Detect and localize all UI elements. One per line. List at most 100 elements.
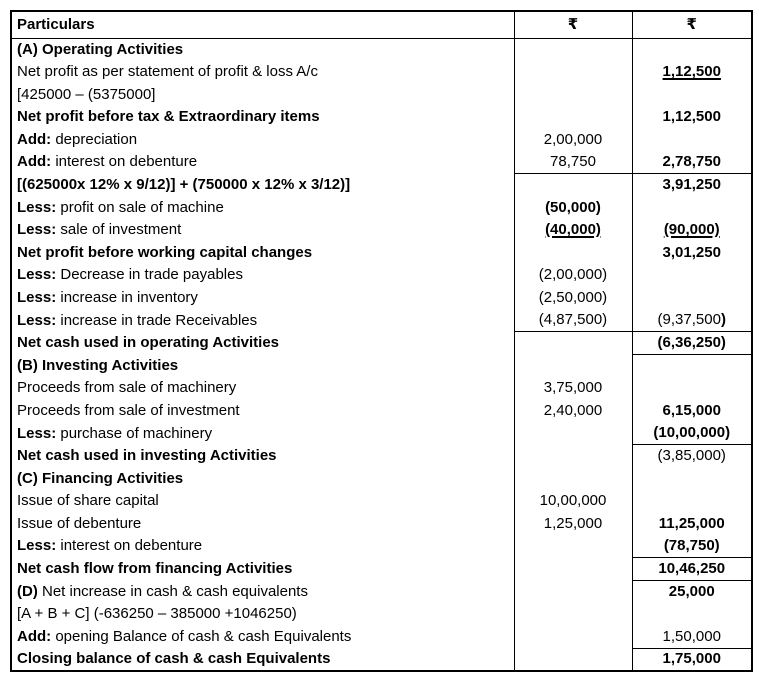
row-label-prefix: Less: [17,198,57,216]
table-row: Net cash used in investing Activities (3… [11,444,752,468]
amount2-cell: 11,25,000 [631,512,752,536]
table-row: Net profit before tax & Extraordinary it… [11,105,752,129]
particulars-cell: Less: profit on sale of machine [11,196,514,219]
particulars-cell: Net profit as per statement of profit & … [17,63,318,81]
table-row: Add: interest on debenture 78,750 2,78,7… [11,150,752,175]
row-label: Net increase in cash & cash equivalents [37,582,308,600]
amount1-cell [513,648,632,671]
particulars-cell: (B) Investing Activities [17,356,179,374]
rupee-symbol-col1: ₹ [513,11,632,39]
amount1-cell: 2,40,000 [513,399,632,423]
particulars-cell: Net cash used in operating Activities [17,334,280,352]
table-row: Proceeds from sale of machinery 3,75,000 [11,376,752,400]
table-row: [(625000x 12% x 9/12)] + (750000 x 12% x… [11,173,752,197]
row-label-prefix: Less: [17,266,57,284]
amount1-cell [513,354,632,377]
amount2-cell: 10,46,250 [631,557,752,581]
particulars-cell: Add: depreciation [11,128,514,151]
table-row: Add: depreciation 2,00,000 [11,128,752,151]
amount1-cell [513,557,632,581]
particulars-cell: Proceeds from sale of investment [17,401,240,419]
particulars-cell: Less: increase in trade Receivables [11,309,514,332]
amount2-cell: (6,36,250) [631,331,752,355]
amount-value-suffix: ) [720,311,726,329]
amount2-cell [631,354,752,377]
amount1-cell [513,331,632,355]
amount1-cell [513,444,632,468]
particulars-cell: Add: opening Balance of cash & cash Equi… [11,625,514,648]
amount2-cell: 1,12,500 [631,105,752,129]
amount2-cell [631,489,752,513]
amount2-cell: 1,75,000 [631,648,752,671]
amount2-cell [631,376,752,400]
particulars-cell: Net cash used in investing Activities [17,447,277,465]
table-row: Proceeds from sale of investment 2,40,00… [11,399,752,423]
amount2-cell [631,467,752,490]
row-label-prefix: Add: [17,153,52,171]
row-label-prefix: Less: [17,537,57,555]
amount2-cell [631,602,752,626]
particulars-cell: Net cash flow from financing Activities [17,560,293,578]
table-row: Net cash used in operating Activities (6… [11,331,752,355]
particulars-cell: Less: Decrease in trade payables [11,264,514,287]
row-label: depreciation [51,130,138,148]
table-row: Closing balance of cash & cash Equivalen… [11,648,752,671]
amount2-cell [631,263,752,287]
amount1-cell: 2,00,000 [513,128,632,151]
amount2-cell: (9,37,500) [631,309,752,333]
particulars-cell: (C) Financing Activities [17,469,184,487]
table-row: Net profit before working capital change… [11,241,752,264]
amount2-cell [631,196,752,219]
amount2-cell: (78,750) [631,535,752,559]
amount1-cell: 1,25,000 [513,512,632,536]
amount2-cell: 2,78,750 [631,150,752,175]
row-label: purchase of machinery [56,424,213,442]
row-label: Decrease in trade payables [56,266,243,284]
amount2-cell: 1,12,500 [631,60,752,84]
particulars-cell: Net profit before tax & Extraordinary it… [17,108,320,126]
amount1-cell: (40,000) [513,218,632,242]
table-row: Less: increase in trade Receivables (4,8… [11,309,752,333]
amount1-cell [513,105,632,129]
row-label-prefix: (D) [17,582,38,600]
cash-flow-statement: Particulars ₹ ₹ (A) Operating Activities… [10,10,753,672]
amount-value: (9,37,500 [657,311,721,329]
row-label-prefix: Less: [17,424,57,442]
table-row: Issue of debenture 1,25,000 11,25,000 [11,512,752,536]
particulars-cell: [A + B + C] (-636250 – 385000 +1046250) [17,605,297,623]
particulars-cell: Less: interest on debenture [11,535,514,558]
amount1-cell: 78,750 [513,150,632,175]
row-label: opening Balance of cash & cash Equivalen… [51,627,352,645]
amount1-cell: 3,75,000 [513,376,632,400]
table-row: Less: Decrease in trade payables (2,00,0… [11,263,752,287]
table-row: Add: opening Balance of cash & cash Equi… [11,625,752,649]
particulars-cell: Closing balance of cash & cash Equivalen… [17,649,331,667]
table-row: Net profit as per statement of profit & … [11,60,752,84]
table-row: (D) Net increase in cash & cash equivale… [11,580,752,603]
amount1-cell [513,625,632,649]
amount2-cell: 6,15,000 [631,399,752,423]
amount1-cell [513,83,632,106]
amount2-cell [631,83,752,106]
row-label: increase in trade Receivables [56,311,258,329]
table-row: Less: increase in inventory (2,50,000) [11,286,752,310]
table-row: [425000 – (5375000] [11,83,752,106]
table-row: Less: interest on debenture (78,750) [11,535,752,559]
row-label-prefix: Less: [17,221,57,239]
amount1-cell: (2,00,000) [513,263,632,287]
row-label: increase in inventory [56,288,198,306]
amount1-cell [513,173,632,197]
table-row: Less: sale of investment (40,000) (90,00… [11,218,752,242]
amount1-cell [513,602,632,626]
particulars-cell: (A) Operating Activities [17,40,184,58]
row-label: profit on sale of machine [56,198,224,216]
amount2-cell: (90,000) [631,218,752,242]
amount1-cell: 10,00,000 [513,489,632,513]
particulars-cell: Less: increase in inventory [11,287,514,310]
amount1-cell: (2,50,000) [513,286,632,310]
amount2-cell: 3,91,250 [631,173,752,197]
amount1-cell [513,467,632,490]
amount2-cell: (10,00,000) [631,422,752,446]
rupee-symbol-col2: ₹ [631,11,752,39]
particulars-cell: [425000 – (5375000] [17,85,156,103]
